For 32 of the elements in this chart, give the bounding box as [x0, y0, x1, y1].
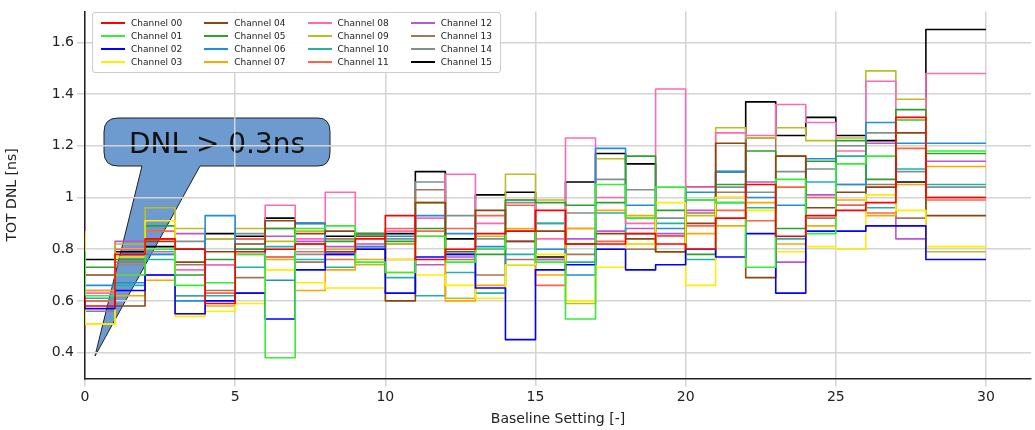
y-tick-label: 0.4: [51, 343, 75, 360]
y-axis-title: TOT DNL [ns]: [3, 148, 20, 243]
legend-label: Channel 13: [440, 31, 493, 41]
x-tick-label: 10: [376, 388, 395, 405]
legend-label: Channel 06: [234, 44, 286, 54]
legend-label: Channel 05: [234, 31, 286, 41]
y-tick-label: 1.2: [51, 136, 74, 153]
y-tick-label: 1.6: [51, 33, 75, 50]
legend-label: Channel 10: [337, 44, 389, 54]
legend-label: Channel 02: [131, 44, 183, 54]
legend-label: Channel 01: [131, 31, 183, 41]
legend-label: Channel 11: [337, 57, 389, 67]
legend-label: Channel 15: [440, 57, 493, 67]
legend-label: Channel 07: [234, 57, 286, 67]
x-tick-label: 5: [230, 388, 240, 405]
legend-label: Channel 08: [337, 18, 389, 28]
y-tick-label: 1.4: [51, 84, 75, 101]
x-tick-label: 15: [526, 388, 545, 405]
legend-label: Channel 14: [440, 44, 493, 54]
y-tick-label: 0.8: [51, 239, 74, 256]
x-tick-label: 0: [80, 388, 90, 405]
y-tick-label: 1: [65, 188, 74, 205]
x-tick-label: 30: [977, 388, 995, 405]
x-tick-label: 20: [676, 388, 695, 405]
x-axis-title: Baseline Setting [-]: [490, 410, 626, 427]
legend-label: Channel 03: [131, 57, 183, 67]
x-tick-label: 25: [826, 388, 845, 405]
legend-label: Channel 00: [131, 18, 183, 28]
legend-label: Channel 04: [234, 18, 286, 28]
legend-label: Channel 09: [337, 31, 389, 41]
y-tick-label: 0.6: [51, 291, 75, 308]
legend-label: Channel 12: [440, 18, 493, 28]
